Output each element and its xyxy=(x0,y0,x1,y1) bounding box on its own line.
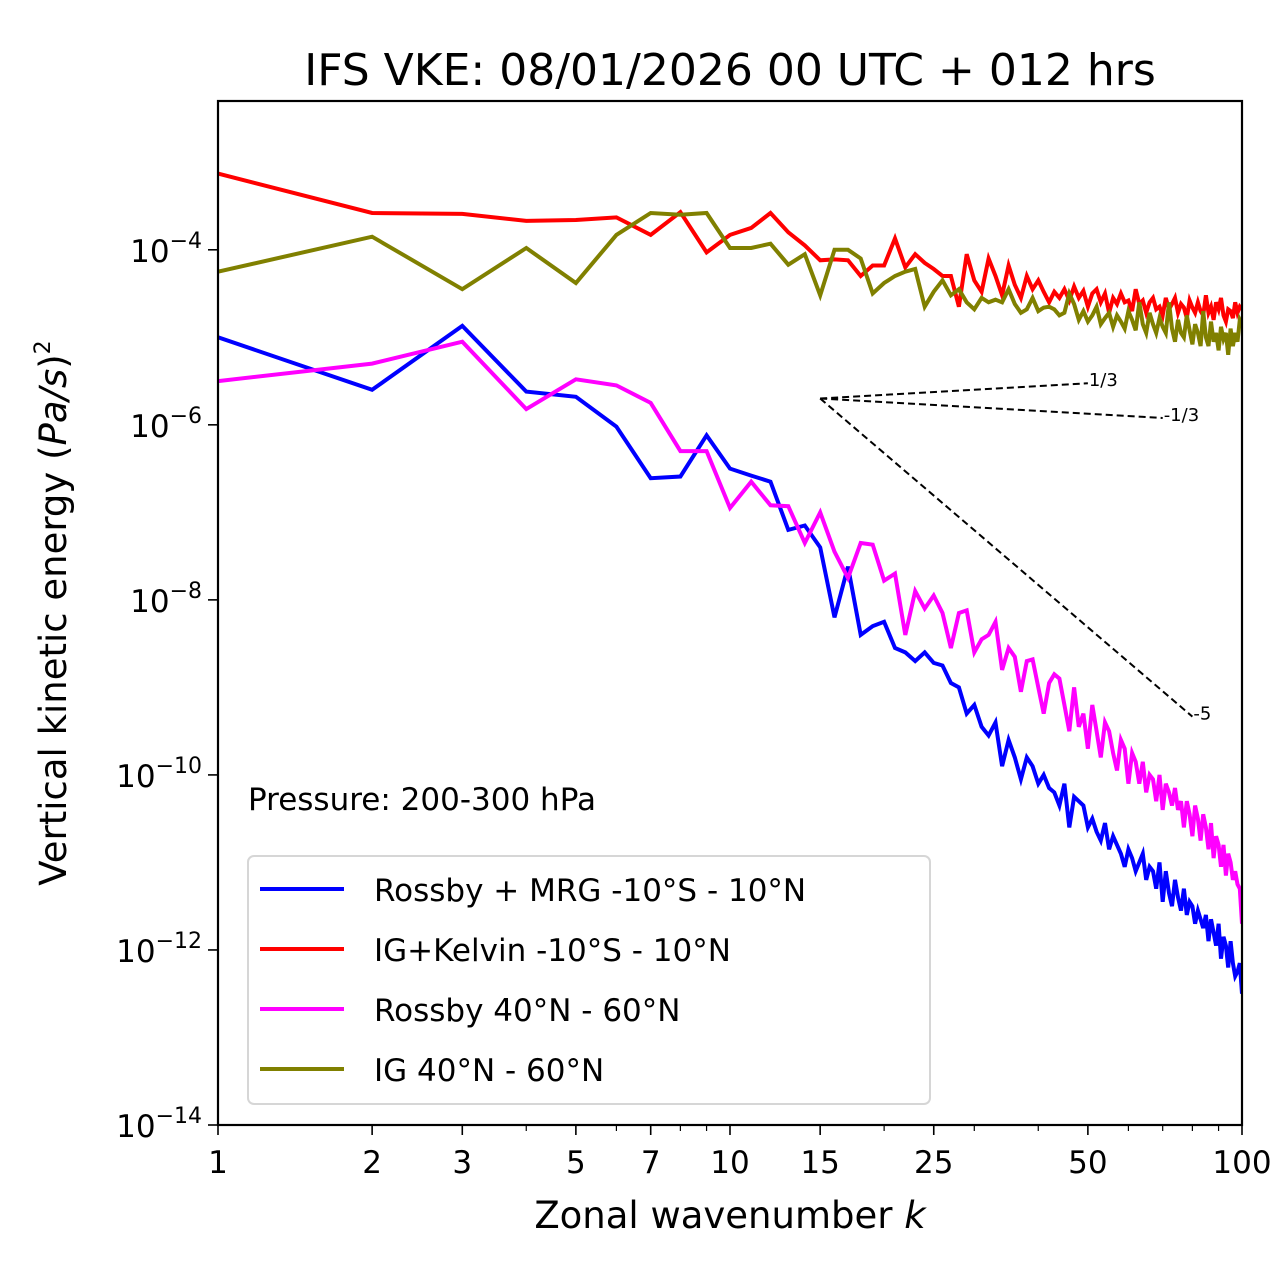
x-tick-label: 2 xyxy=(362,1145,382,1181)
legend-box xyxy=(247,855,931,1105)
y-tick-label: 10−4 xyxy=(130,229,202,270)
series-line-2 xyxy=(218,339,1242,924)
series-layer xyxy=(218,171,1242,994)
x-axis-label-text: Zonal wavenumber xyxy=(534,1194,904,1237)
reference-slopes: 1/3 -1/3 -5 xyxy=(819,370,1211,725)
y-tick-label: 10−6 xyxy=(130,404,202,445)
x-tick-label: 25 xyxy=(914,1145,953,1181)
legend-label-0: Rossby + MRG -10°S - 10°N xyxy=(374,873,806,909)
y-tick-label: 10−12 xyxy=(116,929,202,970)
x-axis-label-var: k xyxy=(904,1194,927,1237)
y-axis: 10−4 10−6 10−8 10−10 10−12 10−14 xyxy=(116,229,218,1145)
reference-label-2: -5 xyxy=(1193,704,1211,725)
x-tick-label: 15 xyxy=(800,1145,839,1181)
legend-label-1: IG+Kelvin -10°S - 10°N xyxy=(374,933,731,969)
y-axis-label-close: ) xyxy=(32,354,75,368)
legend: Rossby + MRG -10°S - 10°N IG+Kelvin -10°S… xyxy=(247,855,931,1105)
x-tick-label: 50 xyxy=(1068,1145,1107,1181)
chart-title: IFS VKE: 08/01/2026 00 UTC + 012 hrs xyxy=(304,45,1156,96)
y-tick-label: 10−10 xyxy=(116,754,202,795)
y-axis-label-var: Pa/s xyxy=(32,369,75,446)
x-axis: 1 2 3 5 7 10 15 25 50 100 xyxy=(208,1125,1272,1181)
y-axis-label-text: Vertical kinetic energy ( xyxy=(32,445,75,885)
series-line-3 xyxy=(218,210,1242,356)
reference-label-1: -1/3 xyxy=(1164,405,1199,426)
x-tick-label: 10 xyxy=(710,1145,749,1181)
reference-line-2 xyxy=(819,397,1194,718)
reference-line-0 xyxy=(820,382,1088,400)
x-tick-label: 1 xyxy=(208,1145,228,1181)
x-tick-label: 7 xyxy=(641,1145,661,1181)
y-tick-label: 10−14 xyxy=(116,1104,202,1145)
legend-label-2: Rossby 40°N - 60°N xyxy=(374,993,680,1029)
x-axis-label: Zonal wavenumber k xyxy=(534,1194,927,1237)
reference-line-1 xyxy=(820,397,1163,419)
legend-label-3: IG 40°N - 60°N xyxy=(374,1053,604,1089)
x-tick-label: 5 xyxy=(566,1145,586,1181)
y-tick-label: 10−8 xyxy=(130,579,202,620)
x-tick-label: 100 xyxy=(1212,1145,1271,1181)
y-axis-label: Vertical kinetic energy (Pa/s)2 xyxy=(31,340,75,885)
x-tick-label: 3 xyxy=(452,1145,472,1181)
y-axis-label-exponent: 2 xyxy=(31,340,56,354)
pressure-annotation: Pressure: 200-300 hPa xyxy=(248,782,596,818)
reference-label-0: 1/3 xyxy=(1089,370,1118,391)
series-line-0 xyxy=(218,323,1242,994)
